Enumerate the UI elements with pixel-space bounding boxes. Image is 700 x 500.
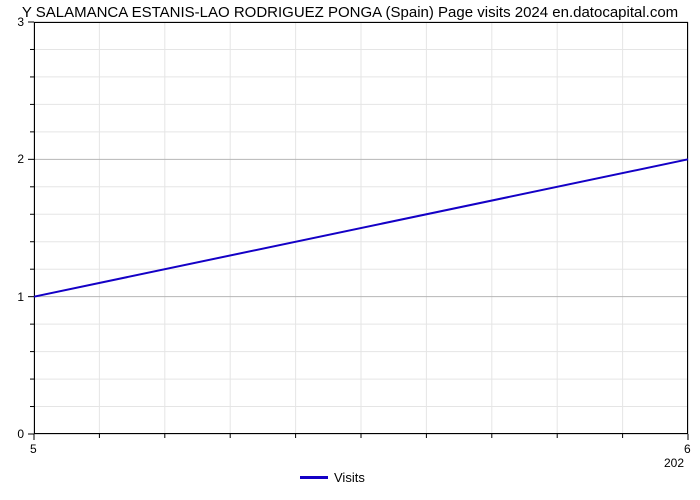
y-tick-label: 1 (17, 290, 24, 304)
y-tick-label: 0 (17, 427, 24, 441)
x-tick-label: 5 (30, 442, 37, 456)
x-tick-label: 6 (684, 442, 691, 456)
chart-title: Y SALAMANCA ESTANIS-LAO RODRIGUEZ PONGA … (0, 4, 700, 21)
y-tick-label: 2 (17, 152, 24, 166)
legend-swatch (300, 476, 328, 479)
chart-container: Y SALAMANCA ESTANIS-LAO RODRIGUEZ PONGA … (0, 0, 700, 500)
chart-plot (34, 22, 688, 434)
x-axis-label: 202 (664, 456, 684, 470)
legend-label: Visits (334, 470, 365, 485)
y-tick-label: 3 (17, 15, 24, 29)
legend: Visits (300, 470, 365, 485)
